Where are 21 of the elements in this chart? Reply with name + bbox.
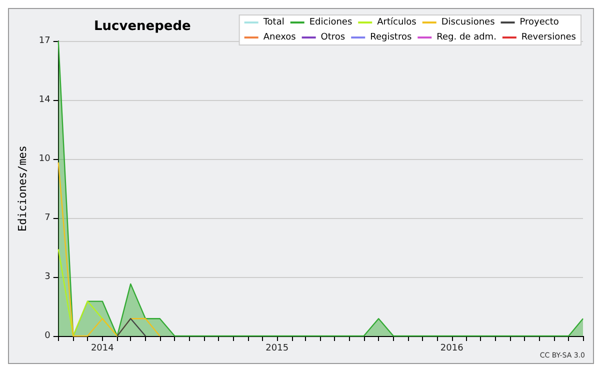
- legend-label: Proyecto: [520, 18, 560, 28]
- legend-label: Discusiones: [441, 18, 496, 28]
- x-tick-label: 2016: [440, 344, 464, 354]
- y-tick-label: 14: [38, 95, 51, 105]
- y-tick-label: 17: [38, 36, 50, 46]
- legend-label: Reversiones: [521, 32, 576, 42]
- x-tick-label: 2014: [90, 344, 114, 354]
- legend-label: Total: [262, 18, 284, 28]
- legend-label: Otros: [320, 32, 346, 42]
- y-tick-label: 7: [44, 213, 50, 223]
- legend-label: Ediciones: [309, 18, 352, 28]
- legend-label: Artículos: [377, 16, 417, 28]
- legend-label: Reg. de adm.: [436, 32, 496, 42]
- legend-label: Anexos: [263, 32, 296, 42]
- chart-title: Lucvenepede: [94, 19, 192, 34]
- y-axis-title: Ediciones/mes: [16, 145, 29, 232]
- legend-label: Registros: [370, 32, 412, 42]
- y-tick-label: 10: [38, 154, 51, 164]
- x-tick-label: 2015: [266, 344, 289, 354]
- y-tick-label: 0: [44, 331, 51, 341]
- y-tick-label: 3: [44, 272, 50, 282]
